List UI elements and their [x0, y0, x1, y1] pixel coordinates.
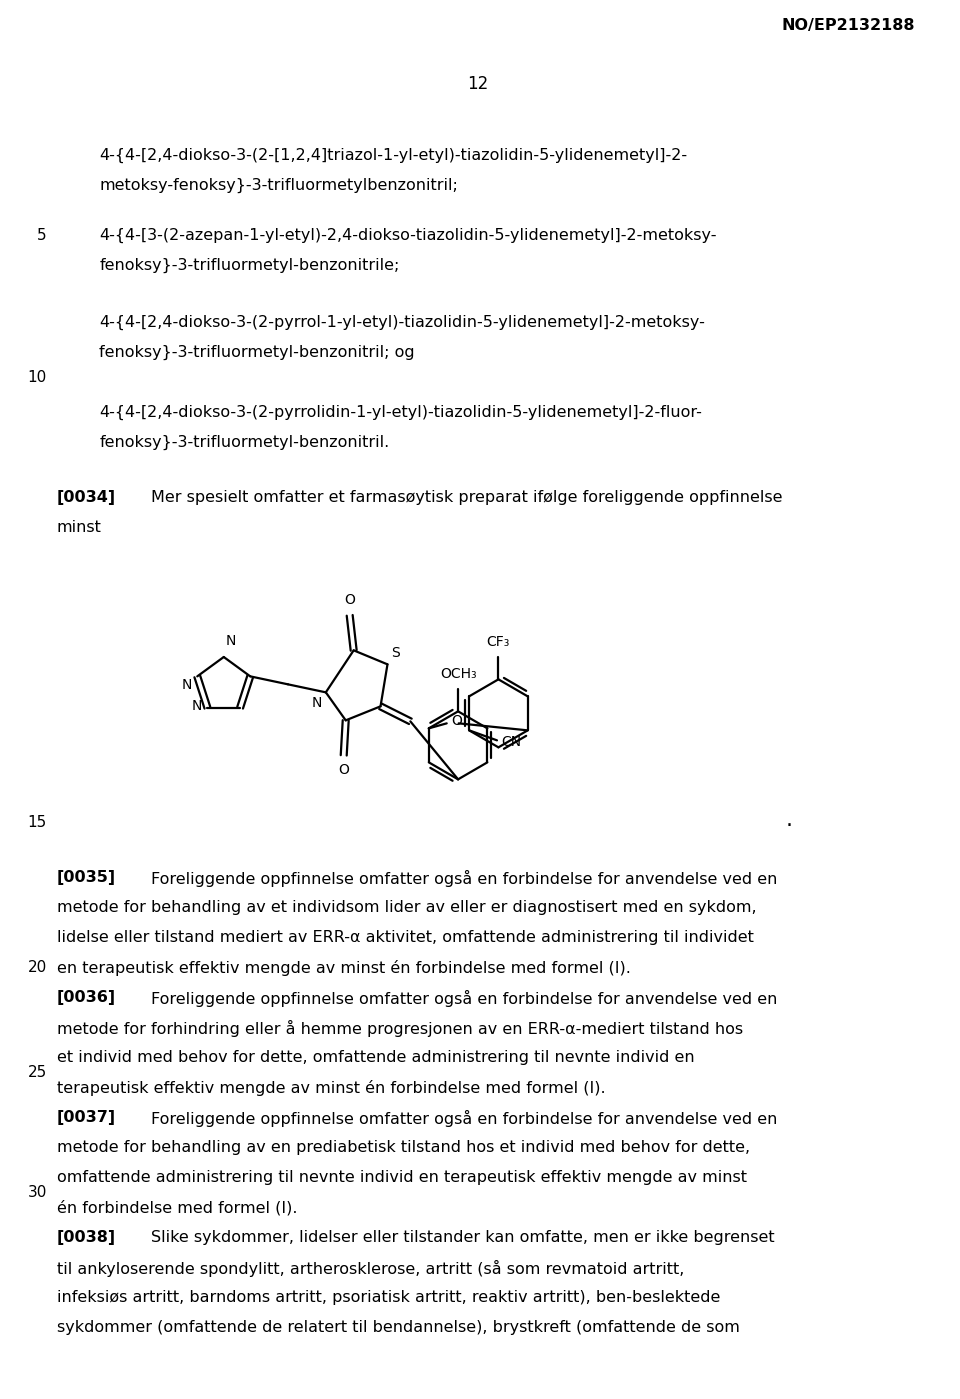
Text: 25: 25	[28, 1065, 47, 1080]
Text: 12: 12	[467, 76, 488, 92]
Text: CN: CN	[501, 736, 521, 750]
Text: OCH₃: OCH₃	[440, 667, 476, 681]
Text: 10: 10	[28, 369, 47, 385]
Text: Foreliggende oppfinnelse omfatter også en forbindelse for anvendelse ved en: Foreliggende oppfinnelse omfatter også e…	[151, 1109, 778, 1128]
Text: metode for behandling av et individsom lider av eller er diagnostisert med en sy: metode for behandling av et individsom l…	[57, 900, 756, 915]
Text: metode for behandling av en prediabetisk tilstand hos et individ med behov for d: metode for behandling av en prediabetisk…	[57, 1140, 750, 1156]
Text: CF₃: CF₃	[487, 635, 510, 649]
Text: 4-{4-[2,4-diokso-3-(2-pyrrol-1-yl-etyl)-tiazolidin-5-ylidenemetyl]-2-metoksy-: 4-{4-[2,4-diokso-3-(2-pyrrol-1-yl-etyl)-…	[100, 315, 706, 330]
Text: fenoksy}-3-trifluormetyl-benzonitril; og: fenoksy}-3-trifluormetyl-benzonitril; og	[100, 346, 415, 360]
Text: Foreliggende oppfinnelse omfatter også en forbindelse for anvendelse ved en: Foreliggende oppfinnelse omfatter også e…	[151, 870, 778, 887]
Text: metoksy-fenoksy}-3-trifluormetylbenzonitril;: metoksy-fenoksy}-3-trifluormetylbenzonit…	[100, 178, 458, 193]
Text: 4-{4-[2,4-diokso-3-(2-pyrrolidin-1-yl-etyl)-tiazolidin-5-ylidenemetyl]-2-fluor-: 4-{4-[2,4-diokso-3-(2-pyrrolidin-1-yl-et…	[100, 404, 703, 420]
Text: [0036]: [0036]	[57, 990, 116, 1004]
Text: O: O	[338, 764, 349, 778]
Text: lidelse eller tilstand mediert av ERR-α aktivitet, omfattende administrering til: lidelse eller tilstand mediert av ERR-α …	[57, 930, 754, 944]
Text: [0034]: [0034]	[57, 490, 116, 505]
Text: 30: 30	[28, 1185, 47, 1200]
Text: til ankyloserende spondylitt, artherosklerose, artritt (så som revmatoid artritt: til ankyloserende spondylitt, artheroskl…	[57, 1260, 684, 1277]
Text: 5: 5	[37, 228, 47, 243]
Text: Foreliggende oppfinnelse omfatter også en forbindelse for anvendelse ved en: Foreliggende oppfinnelse omfatter også e…	[151, 990, 778, 1007]
Text: fenoksy}-3-trifluormetyl-benzonitril.: fenoksy}-3-trifluormetyl-benzonitril.	[100, 435, 390, 450]
Text: metode for forhindring eller å hemme progresjonen av en ERR-α-mediert tilstand h: metode for forhindring eller å hemme pro…	[57, 1020, 743, 1037]
Text: sykdommer (omfattende de relatert til bendannelse), brystkreft (omfattende de so: sykdommer (omfattende de relatert til be…	[57, 1321, 739, 1335]
Text: [0038]: [0038]	[57, 1230, 116, 1245]
Text: minst: minst	[57, 520, 102, 534]
Text: fenoksy}-3-trifluormetyl-benzonitrile;: fenoksy}-3-trifluormetyl-benzonitrile;	[100, 257, 399, 273]
Text: [0037]: [0037]	[57, 1109, 116, 1125]
Text: 20: 20	[28, 960, 47, 975]
Text: et individ med behov for dette, omfattende administrering til nevnte individ en: et individ med behov for dette, omfatten…	[57, 1051, 694, 1065]
Text: Mer spesielt omfatter et farmasøytisk preparat ifølge foreliggende oppfinnelse: Mer spesielt omfatter et farmasøytisk pr…	[151, 490, 782, 505]
Text: Slike sykdommer, lidelser eller tilstander kan omfatte, men er ikke begrenset: Slike sykdommer, lidelser eller tilstand…	[151, 1230, 775, 1245]
Text: en terapeutisk effektiv mengde av minst én forbindelse med formel (I).: en terapeutisk effektiv mengde av minst …	[57, 960, 631, 977]
Text: terapeutisk effektiv mengde av minst én forbindelse med formel (I).: terapeutisk effektiv mengde av minst én …	[57, 1080, 606, 1095]
Text: N: N	[226, 634, 236, 648]
Text: N: N	[182, 679, 192, 693]
Text: S: S	[392, 646, 400, 660]
Text: O: O	[451, 715, 463, 729]
Text: 4-{4-[2,4-diokso-3-(2-[1,2,4]triazol-1-yl-etyl)-tiazolidin-5-ylidenemetyl]-2-: 4-{4-[2,4-diokso-3-(2-[1,2,4]triazol-1-y…	[100, 148, 687, 164]
Text: 15: 15	[28, 816, 47, 830]
Text: [0035]: [0035]	[57, 870, 116, 886]
Text: O: O	[345, 593, 355, 607]
Text: infeksiøs artritt, barndoms artritt, psoriatisk artritt, reaktiv artritt), ben-b: infeksiøs artritt, barndoms artritt, pso…	[57, 1290, 720, 1305]
Text: NO/EP2132188: NO/EP2132188	[781, 18, 915, 34]
Text: .: .	[785, 810, 793, 830]
Text: omfattende administrering til nevnte individ en terapeutisk effektiv mengde av m: omfattende administrering til nevnte ind…	[57, 1170, 747, 1185]
Text: N: N	[192, 698, 203, 712]
Text: N: N	[311, 697, 322, 711]
Text: 4-{4-[3-(2-azepan-1-yl-etyl)-2,4-diokso-tiazolidin-5-ylidenemetyl]-2-metoksy-: 4-{4-[3-(2-azepan-1-yl-etyl)-2,4-diokso-…	[100, 228, 717, 243]
Text: én forbindelse med formel (I).: én forbindelse med formel (I).	[57, 1200, 298, 1216]
